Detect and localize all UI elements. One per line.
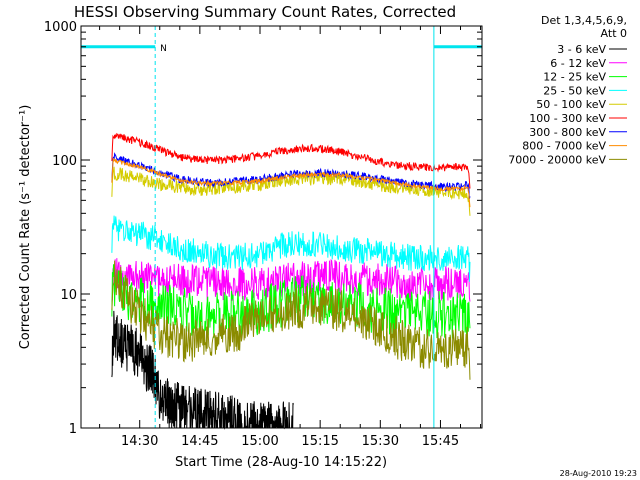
legend-header: Det 1,3,4,5,6,9, Att 0 <box>541 14 627 40</box>
plot-area: N 14:30 14:45 15:00 15:15 15:30 15:45 1101001… <box>44 20 483 449</box>
x-tick-label: 14:30 <box>121 434 158 449</box>
x-tick-label: 15:15 <box>301 434 338 449</box>
series-line-8 <box>111 158 471 208</box>
legend-header-line-1: Det 1,3,4,5,6,9, <box>541 14 627 27</box>
y-axis: 1 10 100 1000 <box>44 20 482 437</box>
footer-date: 28-Aug-2010 19:23 <box>560 469 637 478</box>
legend-label-6: 100 - 300 keV <box>529 112 606 125</box>
legend-label-7: 300 - 800 keV <box>529 126 606 139</box>
x-tick-label: 15:45 <box>422 434 459 449</box>
y-tick-label: 100 <box>52 154 77 169</box>
x-axis: 14:30 14:45 15:00 15:15 15:30 15:45 <box>99 26 482 449</box>
legend-label-8: 800 - 7000 keV <box>522 140 606 153</box>
legend-label-5: 50 - 100 keV <box>536 98 606 111</box>
y-axis-label: Corrected Count Rate (s⁻¹ detector⁻¹) <box>18 105 33 350</box>
plot-frame <box>80 25 483 429</box>
legend-label-4: 25 - 50 keV <box>543 84 606 97</box>
x-tick-label: 15:00 <box>241 434 278 449</box>
legend-header-line-2: Att 0 <box>601 27 627 40</box>
x-tick-label: 15:30 <box>362 434 399 449</box>
series-line-2 <box>111 258 471 302</box>
y-tick-label: 1 <box>69 422 77 437</box>
legend-label-3: 12 - 25 keV <box>543 71 606 84</box>
legend-label-9: 7000 - 20000 keV <box>508 153 606 166</box>
night-marker-label: N <box>160 44 167 54</box>
x-axis-label: Start Time (28-Aug-10 14:15:22) <box>175 455 387 470</box>
y-tick-label: 10 <box>60 288 77 303</box>
series-line-4 <box>111 215 471 282</box>
legend-label-1: 3 - 6 keV <box>557 43 606 56</box>
y-tick-label: 1000 <box>44 20 77 35</box>
series-line-9 <box>111 260 471 380</box>
series-layer <box>111 132 471 430</box>
x-tick-label: 14:45 <box>181 434 218 449</box>
legend-label-2: 6 - 12 keV <box>550 57 606 70</box>
chart-title: HESSI Observing Summary Count Rates, Cor… <box>74 3 456 21</box>
series-line-6 <box>111 132 471 189</box>
